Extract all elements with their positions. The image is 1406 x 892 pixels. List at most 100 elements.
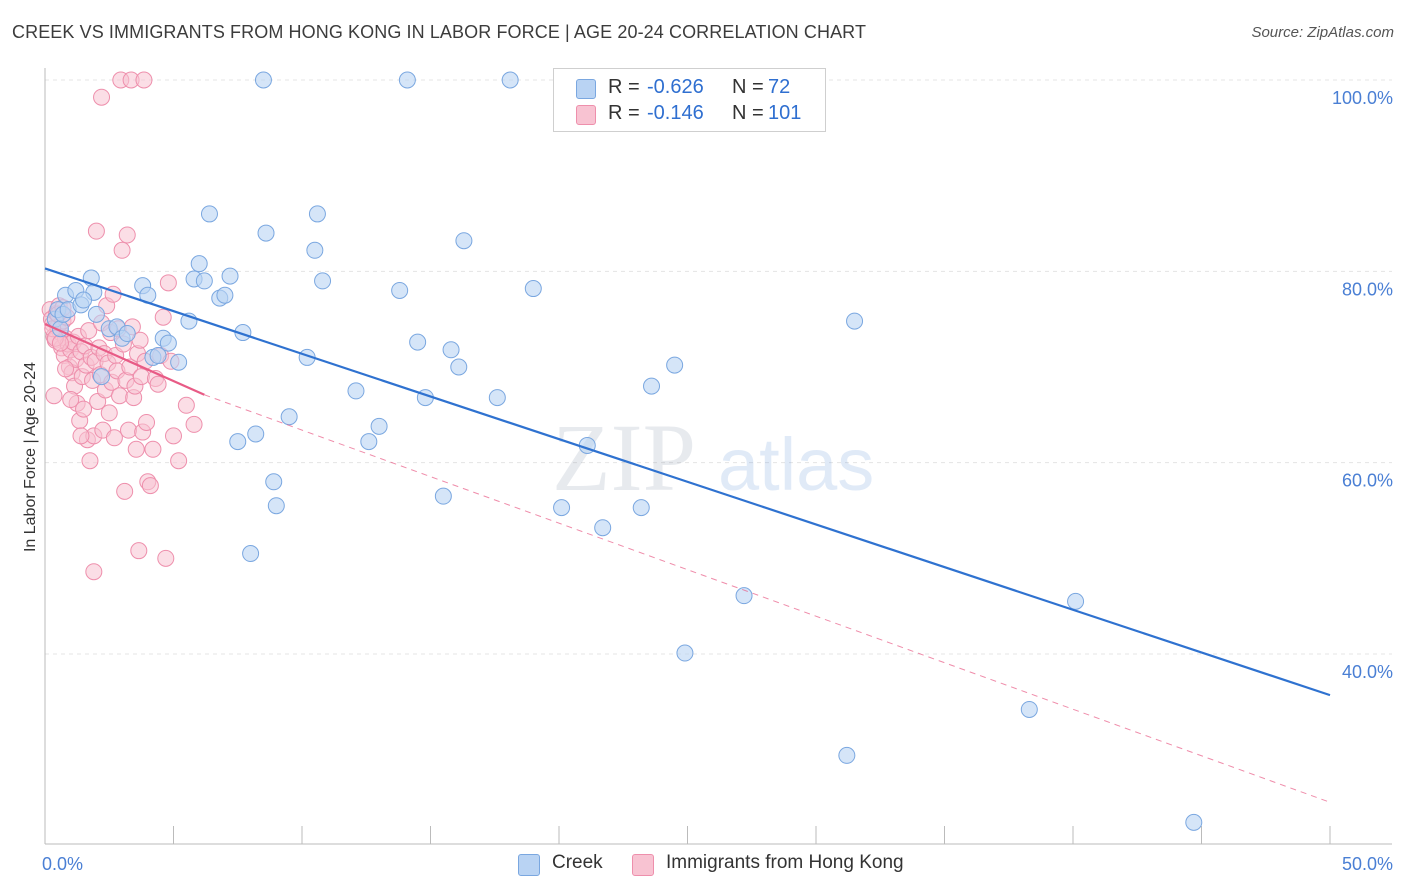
hong-kong-point xyxy=(80,322,98,340)
chart-title: CREEK VS IMMIGRANTS FROM HONG KONG IN LA… xyxy=(12,22,867,42)
legend-r-value: -0.146 xyxy=(647,102,704,124)
hong-kong-point xyxy=(132,368,150,386)
hong-kong-trend-extension xyxy=(204,394,1331,803)
grid-lines xyxy=(45,79,1392,655)
watermark: ZIP atlas xyxy=(552,404,874,511)
hong-kong-point xyxy=(127,440,145,458)
x-tick-label: 50.0% xyxy=(1342,854,1393,874)
hong-kong-swatch xyxy=(576,105,596,125)
creek-point xyxy=(118,325,136,343)
hong-kong-point xyxy=(87,222,105,240)
x-tick-label: 0.0% xyxy=(42,854,83,874)
creek-point xyxy=(247,425,265,443)
hong-kong-point xyxy=(85,563,103,581)
hong-kong-legend-label: Immigrants from Hong Kong xyxy=(666,852,904,873)
legend-n-value: 101 xyxy=(768,102,802,124)
creek-point xyxy=(1067,592,1085,610)
y-tick-label: 80.0% xyxy=(1342,279,1393,299)
legend-n-value: 72 xyxy=(768,76,791,98)
creek-point xyxy=(195,272,213,290)
creek-point xyxy=(1185,813,1203,831)
creek-point xyxy=(594,519,612,537)
hong-kong-point xyxy=(111,387,129,405)
tick-labels: 40.0% 60.0% 80.0% 100.0% 0.0% 50.0% xyxy=(42,88,1393,874)
creek-point xyxy=(267,497,285,515)
hong-kong-point xyxy=(105,429,123,447)
creek-point xyxy=(488,389,506,407)
creek-point xyxy=(190,255,208,273)
creek-point xyxy=(398,71,416,89)
y-tick-label: 60.0% xyxy=(1342,471,1393,491)
hong-kong-legend-swatch xyxy=(632,854,654,876)
creek-point xyxy=(221,267,239,285)
creek-point xyxy=(306,241,324,259)
hong-kong-point xyxy=(154,308,172,326)
hong-kong-point xyxy=(135,71,153,89)
creek-point xyxy=(391,281,409,299)
creek-point xyxy=(347,382,365,400)
creek-legend-label: Creek xyxy=(552,852,603,873)
creek-point xyxy=(666,356,684,374)
hong-kong-point xyxy=(116,482,134,500)
hong-kong-point xyxy=(81,452,99,470)
y-tick-label: 100.0% xyxy=(1332,88,1393,108)
creek-point xyxy=(735,587,753,605)
creek-point xyxy=(149,347,167,365)
creek-point xyxy=(254,71,272,89)
creek-trend-line xyxy=(44,267,1331,697)
creek-point xyxy=(360,433,378,451)
hong-kong-point xyxy=(159,274,177,292)
creek-point xyxy=(434,487,452,505)
hong-kong-point xyxy=(165,427,182,445)
hong-kong-point xyxy=(45,387,63,405)
creek-swatch xyxy=(576,79,596,99)
hong-kong-point xyxy=(62,391,80,409)
creek-point xyxy=(409,333,427,351)
creek-point xyxy=(93,368,111,386)
hong-kong-point xyxy=(93,88,111,106)
creek-point xyxy=(676,644,694,662)
legend-n-label: N = xyxy=(732,102,764,124)
creek-legend-swatch xyxy=(518,854,540,876)
creek-point xyxy=(280,408,298,426)
creek-point xyxy=(308,205,326,223)
creek-point xyxy=(87,305,105,323)
creek-point xyxy=(455,232,473,250)
trend-lines xyxy=(44,267,1331,803)
hong-kong-point xyxy=(100,404,118,422)
creek-point xyxy=(838,746,856,764)
axes xyxy=(44,68,1392,845)
legend-r-value: -0.626 xyxy=(647,76,704,98)
legend-r-label: R = xyxy=(608,102,640,124)
creek-point xyxy=(216,286,234,304)
creek-point xyxy=(257,224,275,242)
creek-point xyxy=(442,341,460,359)
creek-point xyxy=(553,499,571,517)
source-credit: Source: ZipAtlas.com xyxy=(1251,24,1394,41)
creek-point xyxy=(170,353,188,371)
creek-point xyxy=(501,71,519,89)
creek-point xyxy=(314,272,332,290)
hong-kong-point xyxy=(75,400,93,418)
y-axis-label: In Labor Force | Age 20-24 xyxy=(22,362,39,552)
hong-kong-point xyxy=(118,226,136,244)
hong-kong-point xyxy=(113,241,131,259)
hong-kong-point xyxy=(185,415,203,433)
creek-point xyxy=(229,433,247,451)
creek-point xyxy=(632,499,650,517)
creek-point xyxy=(846,312,864,330)
creek-point xyxy=(200,205,218,223)
y-tick-label: 40.0% xyxy=(1342,662,1393,682)
creek-point xyxy=(524,280,542,298)
creek-point xyxy=(265,473,283,491)
hong-kong-point xyxy=(57,360,75,378)
hong-kong-point xyxy=(130,542,148,560)
hong-kong-point xyxy=(72,427,90,445)
creek-point xyxy=(1020,700,1038,718)
hong-kong-trend-line xyxy=(44,322,205,396)
hong-kong-point xyxy=(177,396,195,414)
legend-r-label: R = xyxy=(608,76,640,98)
watermark-atlas: atlas xyxy=(718,423,874,506)
creek-point xyxy=(159,334,177,352)
creek-point xyxy=(75,291,93,309)
